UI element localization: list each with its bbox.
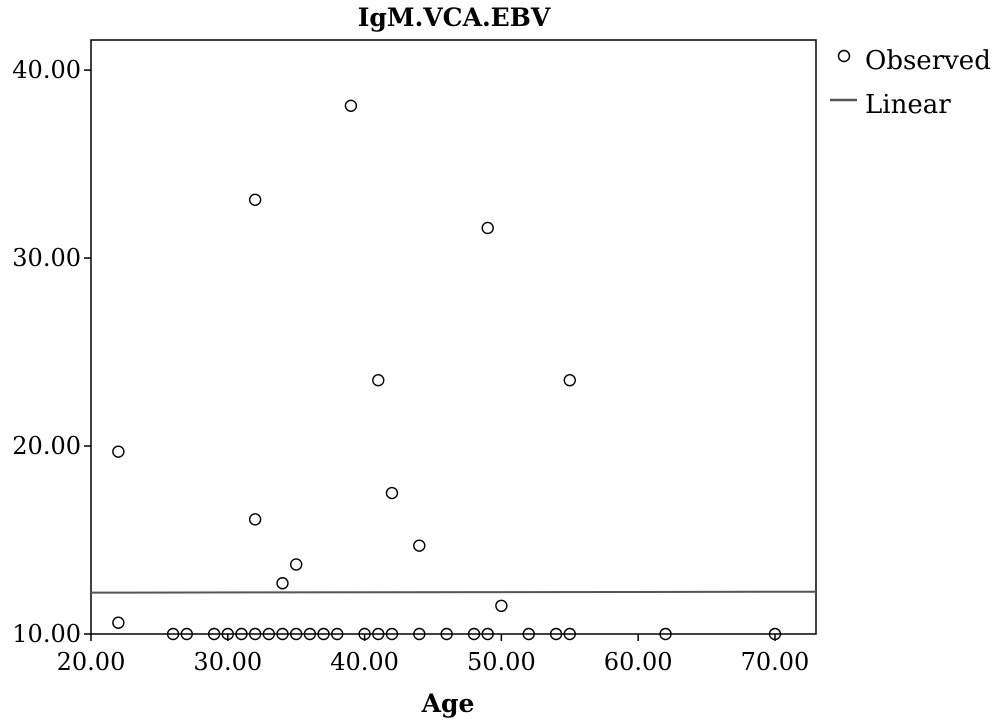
observed-point	[344, 99, 358, 112]
chart-title: IgM.VCA.EBV	[358, 3, 551, 32]
observed-point	[563, 374, 576, 387]
observed-point	[358, 627, 371, 641]
observed-point	[659, 627, 672, 641]
observed-point	[248, 193, 262, 206]
observed-point	[563, 627, 576, 641]
legend: Observed Linear	[830, 46, 991, 120]
observed-point	[413, 539, 426, 552]
y-tick-label: 10.00	[12, 620, 81, 648]
observed-point	[467, 627, 481, 641]
observed-point	[262, 627, 276, 641]
legend-observed-label: Observed	[865, 46, 991, 76]
legend-linear-label: Linear	[865, 90, 951, 120]
x-tick-label: 50.00	[467, 648, 536, 676]
observed-point	[385, 486, 399, 500]
observed-point	[112, 616, 125, 629]
observed-points	[112, 99, 782, 641]
observed-point	[235, 627, 248, 641]
x-tick-label: 30.00	[193, 648, 262, 676]
observed-point	[413, 627, 426, 641]
x-tick-label: 20.00	[57, 648, 126, 676]
y-axis: 10.00 20.00 30.00 40.00	[12, 56, 91, 648]
y-tick-label: 20.00	[12, 432, 81, 460]
x-tick-label: 70.00	[741, 648, 810, 676]
x-axis: 20.00 30.00 40.00 50.00 60.00 70.00	[57, 634, 810, 676]
legend-observed-marker	[837, 49, 851, 63]
y-tick-label: 30.00	[12, 244, 81, 272]
observed-point	[372, 374, 385, 387]
observed-point	[289, 558, 303, 571]
observed-point	[207, 627, 221, 641]
observed-point	[768, 627, 782, 641]
x-tick-label: 40.00	[330, 648, 399, 676]
observed-point	[221, 627, 234, 641]
observed-point	[180, 627, 193, 641]
observed-point	[331, 627, 344, 641]
observed-point	[276, 627, 289, 641]
observed-point	[112, 445, 125, 458]
linear-fit-line	[90, 590, 817, 594]
observed-point	[166, 627, 180, 641]
observed-point	[303, 627, 317, 641]
observed-point	[481, 627, 494, 641]
x-axis-title: Age	[421, 689, 475, 718]
observed-point	[317, 627, 330, 641]
observed-point	[440, 627, 453, 641]
observed-point	[481, 221, 494, 235]
observed-point	[549, 627, 563, 641]
observed-point	[522, 627, 535, 641]
observed-point	[289, 627, 303, 641]
y-tick-label: 40.00	[12, 56, 81, 84]
x-tick-label: 60.00	[604, 648, 673, 676]
observed-point	[495, 599, 508, 613]
observed-point	[248, 513, 262, 526]
observed-point	[372, 627, 385, 641]
observed-point	[248, 627, 262, 641]
observed-point	[276, 577, 289, 590]
plot-frame	[90, 39, 817, 635]
observed-point	[385, 627, 399, 641]
